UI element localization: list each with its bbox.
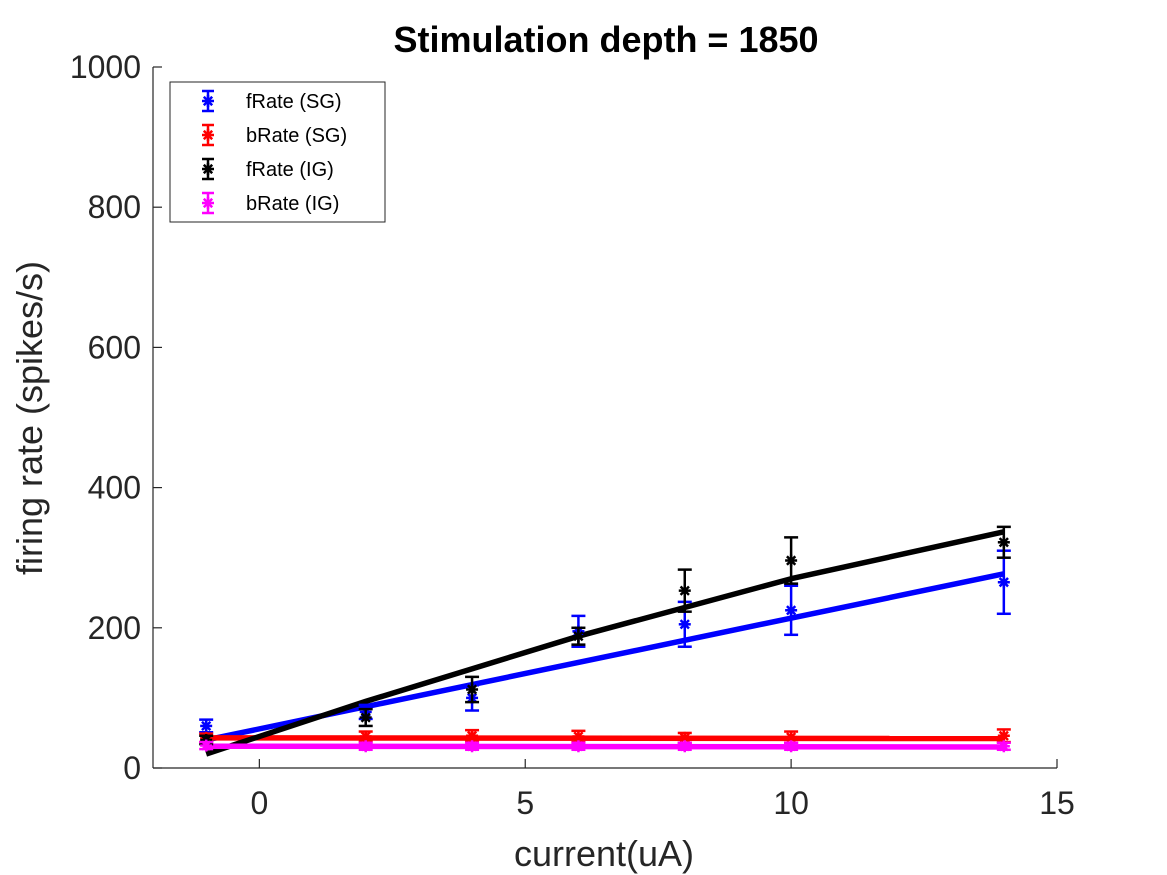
data-point-series-1: [997, 576, 1010, 589]
data-point-series-4: [785, 740, 798, 753]
x-tick-label: 15: [1039, 785, 1075, 821]
x-axis-label: current(uA): [514, 833, 694, 874]
data-point-series-3: [785, 554, 798, 567]
axes: 0 5 10 15 0 200 400 600 800 1000: [70, 49, 1075, 821]
legend-label-series-4: bRate (IG): [246, 193, 339, 215]
legend-label-series-1: fRate (SG): [246, 91, 342, 113]
chart-title: Stimulation depth = 1850: [393, 19, 818, 60]
data-point-series-4: [572, 740, 585, 753]
data-point-series-3: [572, 630, 585, 643]
data-point-series-2: [466, 729, 479, 742]
data-point-series-3: [466, 683, 479, 696]
y-tick-label: 200: [88, 610, 141, 646]
legend-marker-series-1: [202, 95, 214, 107]
data-point-series-3: [997, 536, 1010, 549]
data-point-series-2: [359, 730, 372, 743]
data-point-series-4: [678, 740, 691, 753]
data-point-series-1: [678, 618, 691, 631]
legend-marker-series-3: [202, 163, 214, 175]
legend-box: [169, 81, 386, 223]
fit-line-series-3: [205, 529, 1005, 757]
data-point-series-2: [997, 729, 1010, 742]
x-tick-label: 5: [516, 785, 534, 821]
fit-line-series-4: [206, 743, 1004, 750]
data-points: [199, 525, 1011, 753]
x-tick-label: 10: [773, 785, 809, 821]
y-tick-label: 0: [123, 750, 141, 786]
data-point-series-1: [200, 719, 213, 732]
data-point-series-4: [997, 740, 1010, 753]
y-tick-label: 400: [88, 470, 141, 506]
y-tick-label: 800: [88, 189, 141, 225]
x-tick-label: 0: [250, 785, 268, 821]
fit-lines: [205, 529, 1005, 757]
legend-label-series-3: fRate (IG): [246, 159, 334, 181]
data-point-series-3: [678, 584, 691, 597]
data-point-series-4: [466, 740, 479, 753]
legend-marker-series-2: [202, 129, 214, 141]
data-point-series-1: [785, 604, 798, 617]
y-tick-label: 1000: [70, 49, 141, 85]
data-point-series-3: [359, 711, 372, 724]
legend: fRate (SG) bRate (SG) fRate (IG) bRate (IG): [169, 81, 386, 223]
legend-label-series-2: bRate (SG): [246, 125, 347, 147]
y-axis-label: firing rate (spikes/s): [9, 261, 50, 575]
y-tick-label: 600: [88, 329, 141, 365]
data-point-series-2: [785, 731, 798, 744]
legend-marker-series-4: [202, 197, 214, 209]
fit-line-series-2: [206, 735, 1004, 742]
data-point-series-4: [200, 739, 213, 752]
data-point-series-4: [359, 740, 372, 753]
data-point-series-2: [678, 731, 691, 744]
